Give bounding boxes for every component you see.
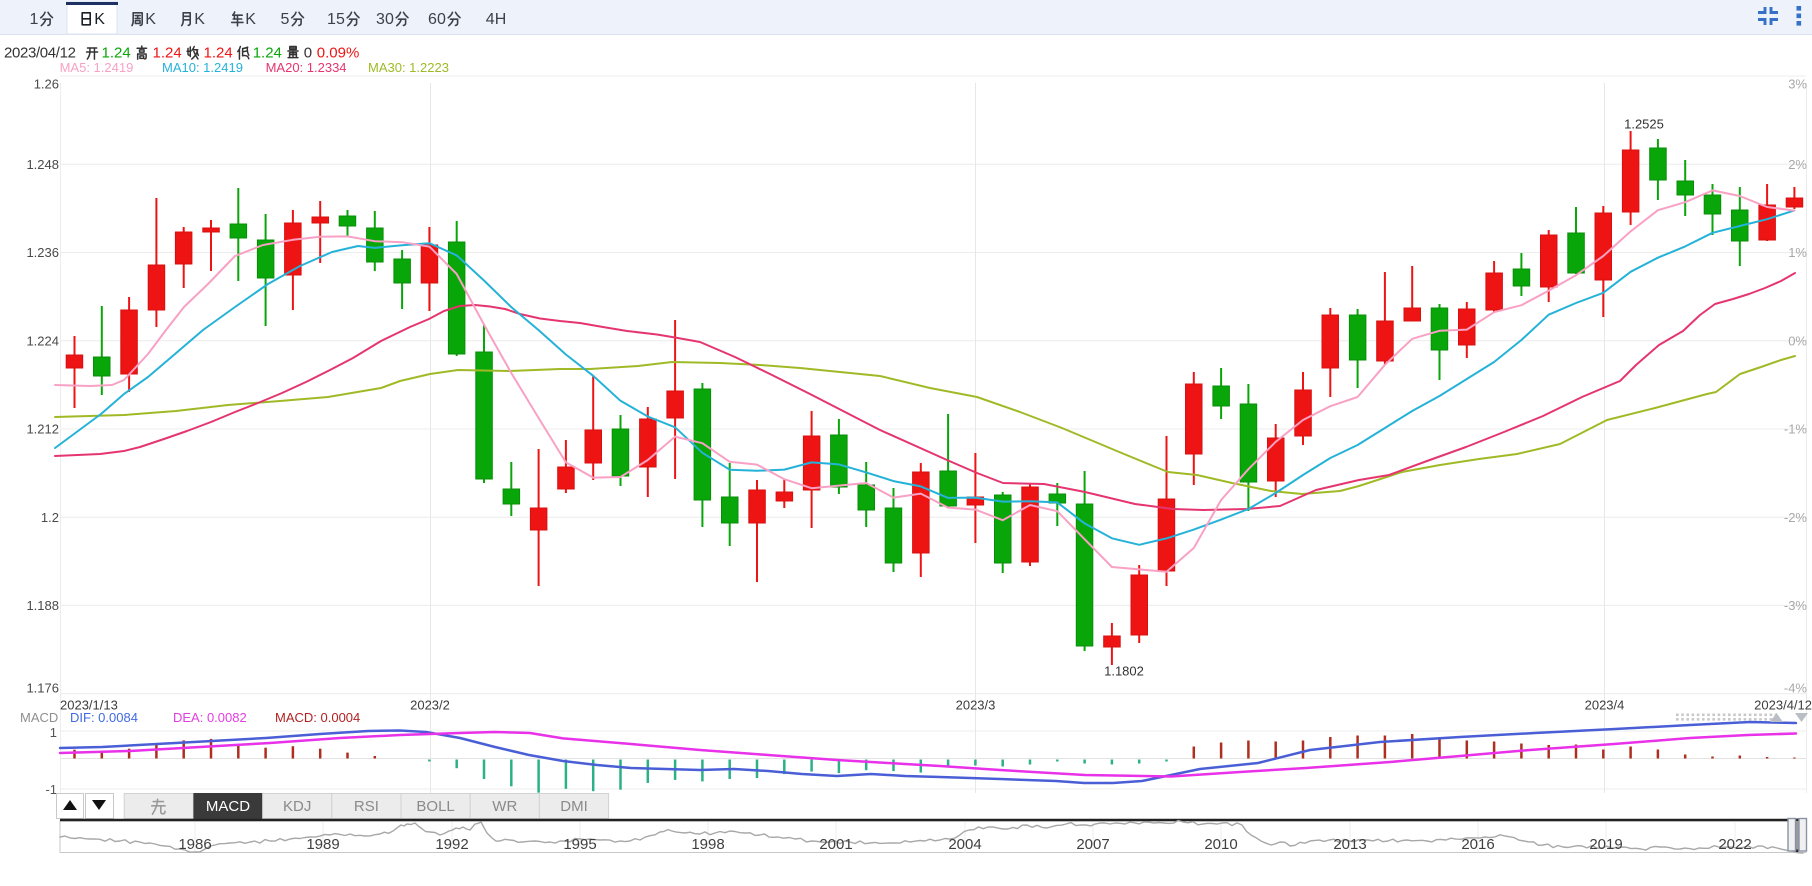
svg-text:1: 1 [30, 11, 39, 28]
svg-text:K: K [145, 11, 156, 28]
svg-text:1.24: 1.24 [153, 45, 182, 62]
svg-text:1.2: 1.2 [41, 510, 59, 525]
svg-text:K: K [194, 11, 205, 28]
svg-text:RSI: RSI [354, 798, 379, 815]
svg-text:0: 0 [304, 45, 312, 62]
svg-text:2023/4/12: 2023/4/12 [1754, 698, 1812, 713]
svg-text:1989: 1989 [306, 836, 339, 853]
svg-text:DIF: 0.0084: DIF: 0.0084 [70, 710, 138, 725]
svg-text:K: K [94, 11, 105, 28]
svg-text:2023/1/13: 2023/1/13 [60, 698, 118, 713]
svg-text:2022: 2022 [1718, 836, 1751, 853]
svg-text:6: 6 [428, 11, 437, 28]
svg-text:1986: 1986 [178, 836, 211, 853]
svg-text:MACD: MACD [206, 798, 250, 815]
svg-text:-1%: -1% [1784, 422, 1808, 437]
svg-text:3%: 3% [1788, 77, 1807, 92]
svg-text:2010: 2010 [1204, 836, 1237, 853]
svg-text:4: 4 [486, 11, 495, 28]
svg-text:MA30: 1.2223: MA30: 1.2223 [368, 60, 449, 75]
svg-text:DMI: DMI [560, 798, 588, 815]
svg-text:0.09%: 0.09% [317, 45, 360, 62]
svg-text:1.188: 1.188 [26, 598, 59, 613]
svg-text:2%: 2% [1788, 157, 1807, 172]
svg-text:1.1802: 1.1802 [1104, 664, 1144, 679]
svg-text:1: 1 [50, 725, 57, 740]
svg-text:2023/04/12: 2023/04/12 [4, 45, 76, 62]
svg-text:BOLL: BOLL [416, 798, 454, 815]
svg-text:K: K [245, 11, 256, 28]
svg-text:1.176: 1.176 [26, 681, 59, 696]
svg-text:1.224: 1.224 [26, 333, 59, 348]
svg-text:2016: 2016 [1461, 836, 1494, 853]
svg-text:H: H [495, 11, 507, 28]
svg-text:1.24: 1.24 [204, 45, 233, 62]
svg-text:MACD: MACD [20, 710, 58, 725]
svg-text:DEA: 0.0082: DEA: 0.0082 [173, 710, 247, 725]
svg-text:MA5: 1.2419: MA5: 1.2419 [60, 60, 134, 75]
svg-text:5: 5 [281, 11, 290, 28]
svg-text:WR: WR [492, 798, 517, 815]
svg-text:0: 0 [385, 11, 394, 28]
svg-text:MA10: 1.2419: MA10: 1.2419 [162, 60, 243, 75]
svg-text:1%: 1% [1788, 245, 1807, 260]
svg-text:-2%: -2% [1784, 510, 1808, 525]
svg-text:KDJ: KDJ [283, 798, 311, 815]
svg-text:-4%: -4% [1784, 681, 1808, 696]
svg-text:1.2525: 1.2525 [1624, 117, 1664, 132]
svg-text:1: 1 [327, 11, 336, 28]
svg-text:2019: 2019 [1589, 836, 1622, 853]
svg-text:0%: 0% [1788, 333, 1807, 348]
svg-text:1.212: 1.212 [26, 422, 59, 437]
svg-text:0: 0 [437, 11, 446, 28]
svg-text:MA20: 1.2334: MA20: 1.2334 [266, 60, 347, 75]
svg-text:2023/2: 2023/2 [410, 698, 450, 713]
svg-text:1992: 1992 [435, 836, 468, 853]
svg-text:2001: 2001 [819, 836, 852, 853]
svg-text:3: 3 [376, 11, 385, 28]
svg-text:2007: 2007 [1076, 836, 1109, 853]
svg-text:1.24: 1.24 [102, 45, 131, 62]
svg-text:1.248: 1.248 [26, 157, 59, 172]
svg-text:5: 5 [336, 11, 345, 28]
svg-text:2004: 2004 [948, 836, 981, 853]
svg-text:2013: 2013 [1333, 836, 1366, 853]
svg-text:2023/4: 2023/4 [1585, 698, 1625, 713]
svg-text:1998: 1998 [691, 836, 724, 853]
svg-text:MACD: 0.0004: MACD: 0.0004 [275, 710, 360, 725]
svg-text:-3%: -3% [1784, 598, 1808, 613]
svg-text:1.26: 1.26 [34, 77, 59, 92]
svg-text:1.236: 1.236 [26, 245, 59, 260]
svg-text:-1: -1 [45, 782, 57, 797]
svg-text:2023/3: 2023/3 [956, 698, 996, 713]
svg-text:1995: 1995 [563, 836, 596, 853]
svg-text:1.24: 1.24 [253, 45, 282, 62]
